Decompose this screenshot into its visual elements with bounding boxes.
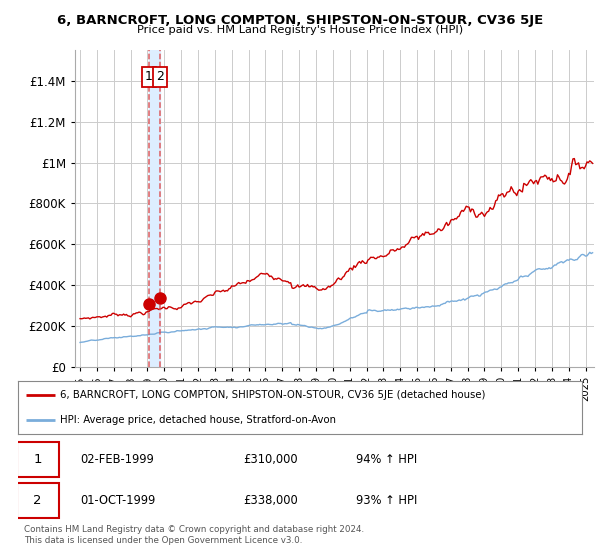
Text: Price paid vs. HM Land Registry's House Price Index (HPI): Price paid vs. HM Land Registry's House … <box>137 25 463 35</box>
Text: £338,000: £338,000 <box>244 494 298 507</box>
Text: Contains HM Land Registry data © Crown copyright and database right 2024.
This d: Contains HM Land Registry data © Crown c… <box>24 525 364 545</box>
Bar <box>149 50 160 367</box>
Text: 6, BARNCROFT, LONG COMPTON, SHIPSTON-ON-STOUR, CV36 5JE (detached house): 6, BARNCROFT, LONG COMPTON, SHIPSTON-ON-… <box>60 390 486 400</box>
Text: 01-OCT-1999: 01-OCT-1999 <box>80 494 155 507</box>
FancyBboxPatch shape <box>17 442 59 477</box>
Text: 94% ↑ HPI: 94% ↑ HPI <box>356 453 418 466</box>
Text: 1: 1 <box>34 453 42 466</box>
Text: £310,000: £310,000 <box>244 453 298 466</box>
FancyBboxPatch shape <box>17 483 59 517</box>
Text: HPI: Average price, detached house, Stratford-on-Avon: HPI: Average price, detached house, Stra… <box>60 414 337 424</box>
Text: 2: 2 <box>156 71 164 83</box>
Text: 6, BARNCROFT, LONG COMPTON, SHIPSTON-ON-STOUR, CV36 5JE: 6, BARNCROFT, LONG COMPTON, SHIPSTON-ON-… <box>57 14 543 27</box>
Text: 02-FEB-1999: 02-FEB-1999 <box>80 453 154 466</box>
Text: 2: 2 <box>34 494 42 507</box>
Text: 93% ↑ HPI: 93% ↑ HPI <box>356 494 418 507</box>
Text: 1: 1 <box>145 71 153 83</box>
